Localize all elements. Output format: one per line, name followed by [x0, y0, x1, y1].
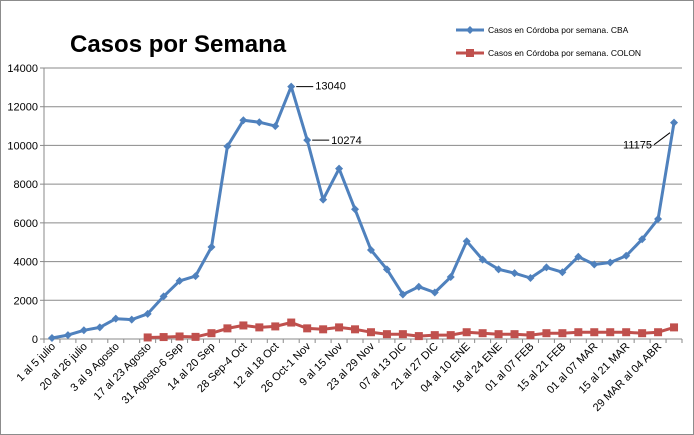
data-label: 13040 — [315, 81, 346, 93]
y-tick-label: 2000 — [14, 295, 38, 307]
data-point-colon — [319, 325, 328, 334]
data-point-cba — [510, 269, 519, 278]
data-point-cba — [462, 237, 471, 246]
data-point-cba — [79, 326, 88, 335]
data-point-cba — [271, 122, 280, 131]
data-point-cba — [430, 288, 439, 297]
data-point-colon — [462, 328, 471, 337]
data-point-cba — [127, 315, 136, 324]
data-point-colon — [287, 318, 296, 327]
data-point-cba — [207, 243, 216, 252]
data-point-colon — [446, 331, 455, 340]
data-point-cba — [638, 235, 647, 244]
data-point-colon — [398, 330, 407, 339]
data-point-cba — [606, 258, 615, 267]
data-point-cba — [319, 195, 328, 204]
y-tick-label: 0 — [32, 334, 38, 346]
data-point-colon — [430, 331, 439, 340]
data-point-colon — [191, 332, 200, 341]
data-point-colon — [558, 329, 567, 338]
data-point-colon — [351, 325, 360, 334]
data-point-colon — [255, 323, 264, 332]
data-point-colon — [414, 332, 423, 341]
data-point-cba — [446, 273, 455, 282]
data-point-cba — [303, 136, 312, 145]
data-point-colon — [574, 328, 583, 337]
data-point-colon — [382, 330, 391, 339]
data-point-cba — [175, 276, 184, 285]
data-point-cba — [63, 331, 72, 340]
data-point-colon — [303, 324, 312, 333]
data-point-colon — [239, 321, 248, 330]
data-point-cba — [654, 214, 663, 223]
legend-marker — [466, 26, 474, 34]
data-point-cba — [335, 164, 344, 173]
data-point-cba — [191, 272, 200, 281]
data-point-colon — [335, 323, 344, 332]
data-point-cba — [622, 251, 631, 260]
data-point-cba — [670, 118, 679, 127]
series-line-1 — [51, 85, 676, 340]
data-point-cba — [223, 142, 232, 151]
data-point-cba — [95, 323, 104, 332]
data-point-colon — [223, 324, 232, 333]
data-point-cba — [382, 265, 391, 274]
data-point-cba — [526, 274, 535, 283]
y-tick-label: 8000 — [14, 179, 38, 191]
data-point-colon — [510, 330, 519, 339]
series-group — [47, 82, 679, 343]
data-point-cba — [239, 116, 248, 125]
y-tick-label: 6000 — [14, 218, 38, 230]
data-point-colon — [622, 328, 631, 337]
y-tick-label: 12000 — [7, 102, 38, 114]
data-point-cba — [47, 334, 56, 343]
data-point-cba — [366, 245, 375, 254]
series-line-2 — [147, 321, 675, 339]
legend: Casos en Córdoba por semana. CBA Casos en… — [456, 25, 641, 58]
data-point-colon — [526, 331, 535, 340]
data-point-colon — [478, 329, 487, 338]
y-tick-label: 14000 — [7, 63, 38, 75]
y-tick-label: 10000 — [7, 140, 38, 152]
data-point-cba — [255, 118, 264, 127]
annotations: 13040 10274 11175 — [296, 81, 671, 152]
data-point-cba — [159, 292, 168, 301]
legend-label: Casos en Córdoba por semana. CBA — [488, 25, 629, 35]
data-point-cba — [558, 268, 567, 277]
data-point-cba — [111, 314, 120, 323]
y-tick-label: 4000 — [14, 257, 38, 269]
data-point-colon — [638, 329, 647, 338]
data-point-cba — [287, 82, 296, 91]
legend-marker — [466, 49, 474, 57]
data-point-cba — [494, 265, 503, 274]
data-point-cba — [143, 309, 152, 318]
data-point-colon — [207, 329, 216, 338]
data-point-colon — [494, 330, 503, 339]
data-point-colon — [143, 333, 152, 342]
data-point-cba — [542, 263, 551, 272]
data-point-colon — [366, 328, 375, 337]
data-label-leader — [653, 132, 671, 146]
data-point-cba — [398, 290, 407, 299]
data-point-cba — [574, 252, 583, 261]
data-label: 10274 — [331, 135, 362, 147]
data-point-colon — [670, 323, 679, 332]
data-point-colon — [590, 328, 599, 337]
data-point-cba — [478, 255, 487, 264]
data-point-colon — [175, 332, 184, 341]
data-point-colon — [606, 328, 615, 337]
data-label: 11175 — [623, 140, 652, 152]
data-point-cba — [590, 260, 599, 269]
data-point-colon — [271, 322, 280, 331]
data-point-cba — [351, 205, 360, 214]
data-point-colon — [542, 329, 551, 338]
chart-title: Casos por Semana — [70, 31, 287, 58]
data-point-colon — [654, 328, 663, 337]
legend-label: Casos en Córdoba por semana. COLON — [488, 48, 641, 58]
data-point-colon — [159, 333, 168, 342]
data-point-cba — [414, 282, 423, 291]
